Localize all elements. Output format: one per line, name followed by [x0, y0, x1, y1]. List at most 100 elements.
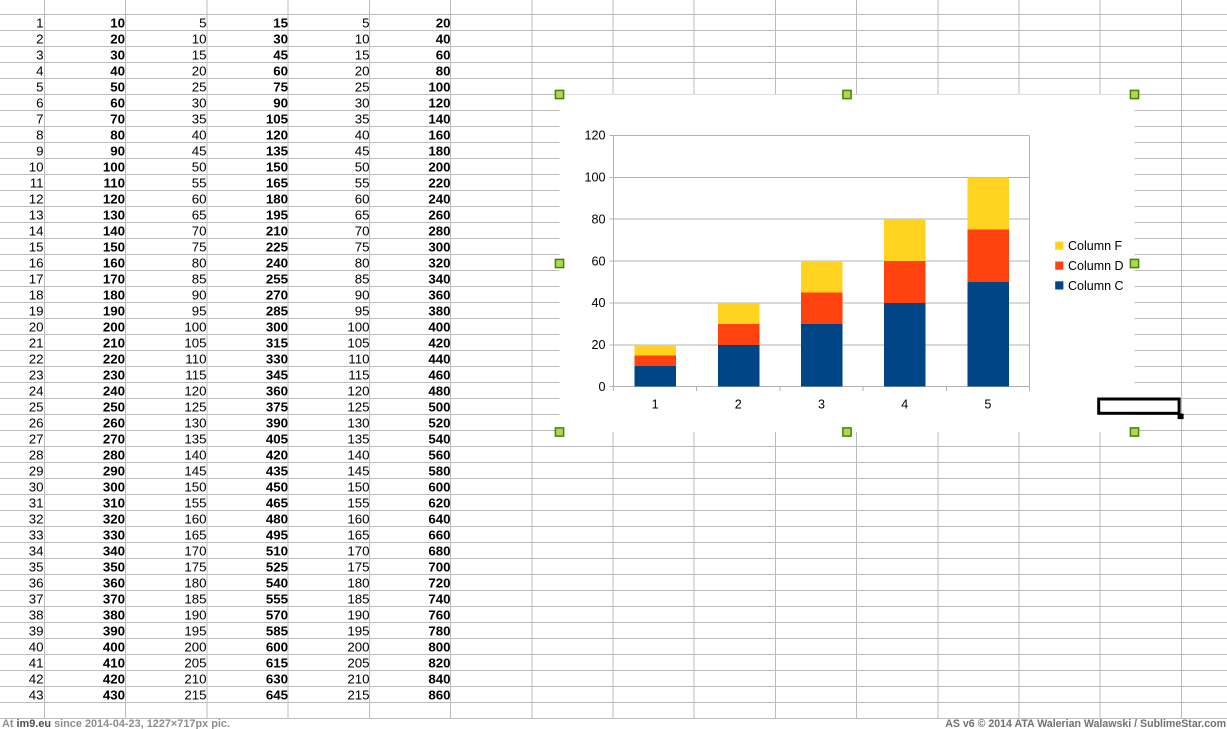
svg-text:195: 195	[266, 207, 289, 222]
svg-text:24: 24	[29, 383, 44, 398]
svg-text:210: 210	[347, 671, 369, 686]
svg-text:35: 35	[355, 111, 370, 126]
svg-text:30: 30	[29, 479, 44, 494]
svg-text:255: 255	[266, 271, 289, 286]
svg-text:43: 43	[29, 687, 44, 702]
svg-text:33: 33	[29, 527, 44, 542]
svg-text:95: 95	[192, 303, 207, 318]
svg-text:420: 420	[266, 447, 288, 462]
svg-text:120: 120	[584, 129, 605, 143]
svg-text:30: 30	[273, 31, 288, 46]
svg-text:555: 555	[266, 591, 289, 606]
svg-text:380: 380	[428, 303, 450, 318]
svg-text:70: 70	[110, 111, 125, 126]
svg-text:320: 320	[428, 255, 450, 270]
svg-text:15: 15	[192, 47, 207, 62]
svg-text:4: 4	[36, 63, 43, 78]
svg-text:Column C: Column C	[1068, 279, 1124, 293]
svg-text:26: 26	[29, 415, 44, 430]
svg-text:5: 5	[984, 397, 991, 411]
svg-text:500: 500	[428, 399, 450, 414]
svg-text:15: 15	[355, 47, 370, 62]
svg-text:6: 6	[36, 95, 43, 110]
svg-text:40: 40	[29, 639, 44, 654]
svg-text:105: 105	[184, 335, 206, 350]
svg-text:18: 18	[29, 287, 44, 302]
svg-text:50: 50	[192, 159, 207, 174]
svg-text:1: 1	[652, 397, 659, 411]
svg-text:260: 260	[428, 207, 450, 222]
svg-text:35: 35	[192, 111, 207, 126]
svg-text:285: 285	[266, 303, 289, 318]
svg-text:38: 38	[29, 607, 44, 622]
svg-text:360: 360	[428, 287, 450, 302]
svg-text:14: 14	[29, 223, 44, 238]
svg-text:20: 20	[29, 319, 44, 334]
svg-text:400: 400	[103, 639, 125, 654]
svg-text:440: 440	[428, 351, 450, 366]
svg-text:225: 225	[266, 239, 289, 254]
svg-text:640: 640	[428, 511, 450, 526]
svg-text:120: 120	[103, 191, 125, 206]
svg-text:200: 200	[103, 319, 125, 334]
svg-text:330: 330	[103, 527, 125, 542]
svg-text:16: 16	[29, 255, 44, 270]
svg-text:35: 35	[29, 559, 44, 574]
svg-text:36: 36	[29, 575, 44, 590]
svg-text:465: 465	[266, 495, 289, 510]
svg-text:300: 300	[103, 479, 125, 494]
svg-text:150: 150	[347, 479, 369, 494]
svg-text:120: 120	[184, 383, 206, 398]
svg-text:27: 27	[29, 431, 44, 446]
svg-text:155: 155	[347, 495, 369, 510]
svg-text:250: 250	[103, 399, 125, 414]
svg-text:520: 520	[428, 415, 450, 430]
svg-text:25: 25	[355, 79, 370, 94]
svg-text:150: 150	[266, 159, 288, 174]
svg-text:120: 120	[347, 383, 369, 398]
svg-text:320: 320	[103, 511, 125, 526]
svg-text:645: 645	[266, 687, 289, 702]
svg-text:510: 510	[266, 543, 288, 558]
svg-text:60: 60	[591, 254, 605, 268]
svg-text:460: 460	[428, 367, 450, 382]
svg-text:9: 9	[36, 143, 43, 158]
svg-text:90: 90	[110, 143, 125, 158]
svg-text:170: 170	[347, 543, 369, 558]
svg-text:660: 660	[428, 527, 450, 542]
svg-text:600: 600	[428, 479, 450, 494]
svg-text:At im9.eu since 2014-04-23, 1: At im9.eu since 2014-04-23, 1227×717px p…	[2, 718, 230, 729]
svg-text:13: 13	[29, 207, 44, 222]
svg-text:345: 345	[266, 367, 289, 382]
svg-text:315: 315	[266, 335, 289, 350]
svg-text:200: 200	[428, 159, 450, 174]
svg-text:55: 55	[355, 175, 370, 190]
svg-text:100: 100	[428, 79, 450, 94]
svg-text:205: 205	[347, 655, 369, 670]
svg-text:28: 28	[29, 447, 44, 462]
svg-text:4: 4	[901, 397, 908, 411]
svg-text:375: 375	[266, 399, 289, 414]
svg-text:740: 740	[428, 591, 450, 606]
svg-text:105: 105	[347, 335, 369, 350]
svg-text:420: 420	[103, 671, 125, 686]
svg-text:405: 405	[266, 431, 289, 446]
svg-text:32: 32	[29, 511, 44, 526]
svg-text:55: 55	[192, 175, 207, 190]
svg-text:125: 125	[184, 399, 206, 414]
svg-text:40: 40	[110, 63, 125, 78]
svg-text:340: 340	[103, 543, 125, 558]
svg-text:90: 90	[273, 95, 288, 110]
svg-text:75: 75	[273, 79, 288, 94]
svg-text:280: 280	[428, 223, 450, 238]
svg-text:34: 34	[29, 543, 44, 558]
svg-text:20: 20	[192, 63, 207, 78]
svg-text:70: 70	[192, 223, 207, 238]
svg-text:Column D: Column D	[1068, 259, 1124, 273]
svg-text:170: 170	[184, 543, 206, 558]
svg-text:175: 175	[347, 559, 369, 574]
svg-text:150: 150	[184, 479, 206, 494]
svg-text:15: 15	[273, 15, 288, 30]
svg-text:12: 12	[29, 191, 44, 206]
svg-text:380: 380	[103, 607, 125, 622]
